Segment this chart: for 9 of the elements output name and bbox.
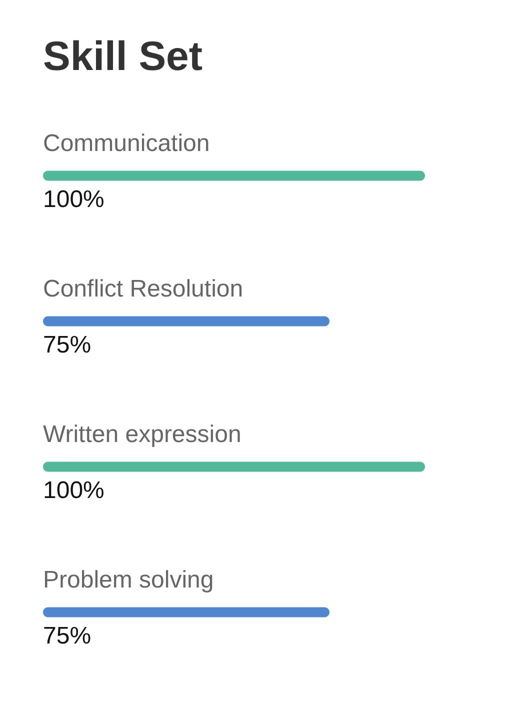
y-tick-label: Written expression [43,420,242,448]
y-tick-label: Conflict Resolution [43,275,244,302]
data-label: 75% [43,622,92,650]
data-label: 75% [43,331,92,358]
data-label: 100% [43,186,104,213]
y-tick-label: Communication [43,130,210,157]
y-tick-label: Problem solving [43,566,214,594]
data-label: 100% [43,476,104,504]
chart-title: Skill Set [43,33,203,79]
